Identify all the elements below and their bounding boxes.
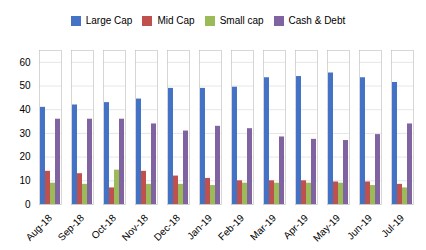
svg-text:Jul-19: Jul-19 [379,212,406,239]
svg-text:Dec-18: Dec-18 [152,212,183,243]
svg-text:Sep-18: Sep-18 [56,212,87,243]
svg-text:40: 40 [19,104,31,115]
svg-text:10: 10 [19,175,31,186]
svg-text:20: 20 [19,151,31,162]
svg-text:Nov-18: Nov-18 [120,212,151,243]
html-text:Mid Cap: Mid Cap [157,15,195,26]
svg-text:Jun-19: Jun-19 [345,212,375,242]
html-text:Large Cap: Large Cap [85,15,133,26]
svg-text:50: 50 [19,80,31,91]
html-text:Small cap: Small cap [219,15,264,26]
html-text:Cash & Debt: Cash & Debt [288,15,346,26]
svg-text:Jan-19: Jan-19 [185,212,215,242]
svg-text:60: 60 [19,57,31,68]
svg-text:30: 30 [19,128,31,139]
svg-text:0: 0 [25,199,31,210]
svg-text:Feb-19: Feb-19 [216,212,246,242]
svg-text:Apr-19: Apr-19 [281,212,310,241]
svg-text:Oct-18: Oct-18 [89,212,118,241]
svg-text:May-19: May-19 [311,212,343,244]
svg-text:Aug-18: Aug-18 [24,212,55,243]
svg-text:Mar-19: Mar-19 [248,212,278,242]
